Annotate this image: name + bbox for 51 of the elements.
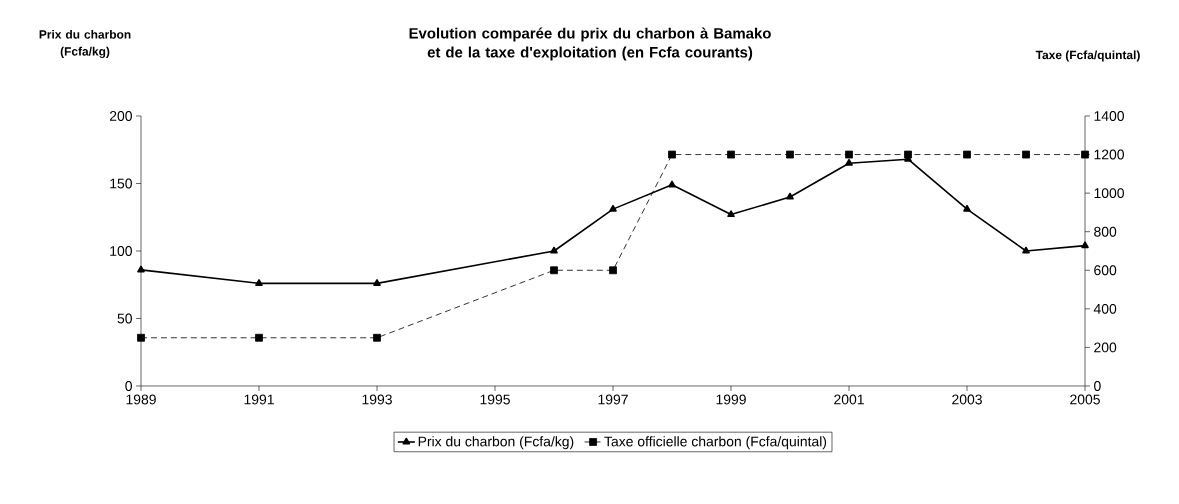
- point: [255, 279, 263, 286]
- point: [963, 204, 971, 212]
- x-tick-label: 2003: [952, 394, 982, 405]
- y2-tick-label: 400: [1093, 303, 1117, 314]
- y2-tick-label: 1000: [1094, 188, 1124, 199]
- point: [137, 333, 145, 342]
- y2-tick-label: 200: [1094, 342, 1117, 353]
- point: [845, 158, 853, 166]
- x-tick-label: 1991: [244, 394, 274, 405]
- point: [1022, 150, 1030, 159]
- y-axis-title: Prix du charbon (Fcfa/kg): [39, 29, 131, 59]
- point: [786, 192, 794, 200]
- x-tick-label: 2001: [834, 394, 864, 405]
- legend-label: Taxe officielle charbon (Fcfa/quintal): [604, 436, 827, 450]
- y-tick-label: 50: [117, 313, 132, 324]
- point: [727, 210, 735, 218]
- point: [1022, 246, 1030, 254]
- y2-tick-label: 600: [1094, 265, 1117, 276]
- point: [904, 150, 912, 159]
- x-tick-label: 1997: [598, 394, 628, 405]
- point: [550, 266, 558, 275]
- y2-tick-label: 800: [1094, 226, 1117, 237]
- point: [668, 150, 676, 159]
- point: [255, 333, 263, 342]
- point: [786, 150, 794, 159]
- y2-axis-title: Taxe (Fcfa/quintal): [1035, 50, 1140, 62]
- y2-tick-label: 1400: [1094, 111, 1124, 121]
- x-tick-label: 1995: [480, 394, 510, 405]
- x-tick-label: 1999: [716, 394, 746, 405]
- y-tick-label: 150: [110, 178, 132, 189]
- y-tick-label: 200: [109, 111, 132, 121]
- x-tick-label: 2005: [1070, 394, 1100, 405]
- point: [373, 279, 381, 286]
- legend-label: Prix du charbon (Fcfa/kg): [418, 436, 574, 450]
- point: [609, 266, 617, 275]
- point: [668, 180, 676, 188]
- point: [727, 150, 735, 159]
- point: [963, 150, 971, 159]
- point: [373, 333, 381, 342]
- point: [609, 204, 617, 212]
- chart-title: Evolution comparée du prix du charbon à Bamako et de la taxe d'exploitation (en Fcfa courants): [409, 27, 771, 61]
- y2-tick-label: 1200: [1094, 149, 1124, 160]
- x-tick-label: 1993: [362, 394, 392, 405]
- y-tick-label: 100: [110, 246, 132, 256]
- point: [550, 246, 558, 254]
- y2-tick-label: 0: [1094, 381, 1101, 391]
- y-tick-label: 0: [125, 381, 132, 391]
- point: [137, 265, 145, 273]
- x-tick-label: 1989: [126, 394, 156, 405]
- point: [1081, 150, 1089, 159]
- point: [845, 150, 853, 159]
